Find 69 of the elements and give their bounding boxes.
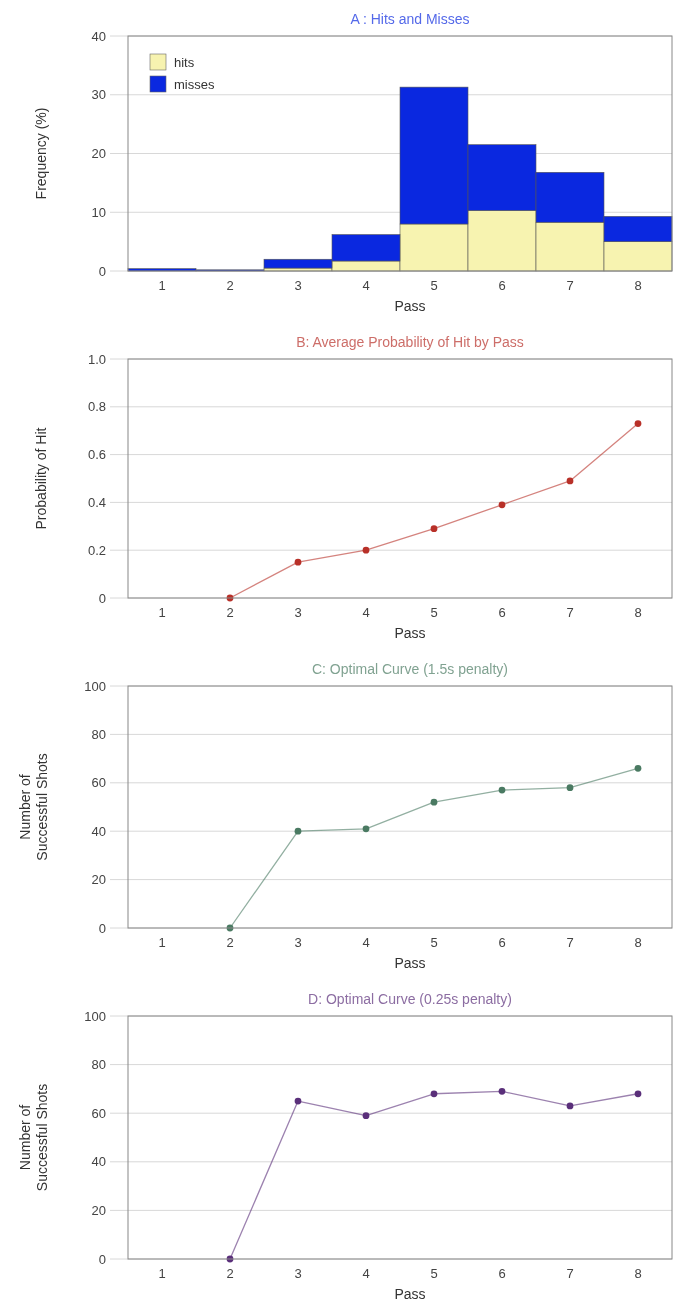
x-tick-label: 8 xyxy=(634,605,642,621)
x-tick-label: 1 xyxy=(158,935,166,951)
x-tick-label: 5 xyxy=(430,605,438,621)
legend-label: hits xyxy=(174,55,195,70)
y-tick-label: 0 xyxy=(98,590,106,606)
y-tick-label: 80 xyxy=(91,727,106,743)
y-tick-label: 0.6 xyxy=(87,447,106,463)
x-tick-label: 3 xyxy=(294,1266,302,1282)
x-tick-label: 5 xyxy=(430,1266,438,1282)
x-tick-label: 2 xyxy=(226,605,234,621)
y-tick-label: 0 xyxy=(98,920,106,936)
x-axis-title: Pass xyxy=(394,1286,426,1302)
y-axis-title: Number of Successful Shots xyxy=(17,1083,50,1192)
y-tick-label: 20 xyxy=(91,1203,106,1219)
y-tick-label: 30 xyxy=(91,87,106,103)
x-tick-label: 6 xyxy=(498,278,506,294)
chart-title: B: Average Probability of Hit by Pass xyxy=(296,334,524,350)
y-tick-label: 0.2 xyxy=(87,542,106,558)
x-tick-label: 1 xyxy=(158,1266,166,1282)
y-tick-label: 20 xyxy=(91,872,106,888)
x-tick-label: 7 xyxy=(566,1266,574,1282)
y-tick-label: 10 xyxy=(91,204,106,220)
x-tick-label: 2 xyxy=(226,278,234,294)
x-tick-label: 1 xyxy=(158,605,166,621)
x-tick-label: 3 xyxy=(294,278,302,294)
x-tick-label: 5 xyxy=(430,935,438,951)
x-tick-label: 4 xyxy=(362,1266,370,1282)
x-tick-label: 8 xyxy=(634,935,642,951)
x-tick-label: 4 xyxy=(362,935,370,951)
x-tick-label: 6 xyxy=(498,935,506,951)
y-tick-label: 0.4 xyxy=(87,495,106,511)
y-tick-label: 100 xyxy=(84,678,106,694)
y-tick-label: 60 xyxy=(91,775,106,791)
chart-title: D: Optimal Curve (0.25s penalty) xyxy=(308,991,512,1007)
y-tick-label: 1.0 xyxy=(87,351,106,367)
y-tick-label: 0 xyxy=(98,263,106,279)
x-tick-label: 6 xyxy=(498,1266,506,1282)
y-axis-title: Frequency (%) xyxy=(33,107,49,200)
y-tick-label: 80 xyxy=(91,1057,106,1073)
x-tick-label: 1 xyxy=(158,278,166,294)
x-axis-title: Pass xyxy=(394,298,426,314)
x-tick-label: 4 xyxy=(362,278,370,294)
y-tick-label: 40 xyxy=(91,823,106,839)
x-tick-label: 5 xyxy=(430,278,438,294)
y-tick-label: 100 xyxy=(84,1008,106,1024)
x-tick-label: 8 xyxy=(634,1266,642,1282)
y-tick-label: 60 xyxy=(91,1105,106,1121)
x-tick-label: 7 xyxy=(566,605,574,621)
x-tick-label: 2 xyxy=(226,1266,234,1282)
y-tick-label: 0 xyxy=(98,1251,106,1267)
legend-label: misses xyxy=(174,77,215,92)
y-axis-title: Probability of Hit xyxy=(33,427,49,530)
x-tick-label: 7 xyxy=(566,935,574,951)
chart-title: A : Hits and Misses xyxy=(350,11,470,27)
x-tick-label: 6 xyxy=(498,605,506,621)
y-axis-title: Number of Successful Shots xyxy=(17,753,50,861)
x-tick-label: 4 xyxy=(362,605,370,621)
y-tick-label: 0.8 xyxy=(87,399,106,415)
x-tick-label: 8 xyxy=(634,278,642,294)
y-tick-label: 40 xyxy=(91,1154,106,1170)
x-tick-label: 2 xyxy=(226,935,234,951)
x-axis-title: Pass xyxy=(394,625,426,641)
y-tick-label: 20 xyxy=(91,146,106,162)
x-axis-title: Pass xyxy=(394,955,426,971)
chart-title: C: Optimal Curve (1.5s penalty) xyxy=(311,661,509,677)
x-tick-label: 7 xyxy=(566,278,574,294)
x-tick-label: 3 xyxy=(294,935,302,951)
x-tick-label: 3 xyxy=(294,605,302,621)
y-tick-label: 40 xyxy=(91,28,106,44)
